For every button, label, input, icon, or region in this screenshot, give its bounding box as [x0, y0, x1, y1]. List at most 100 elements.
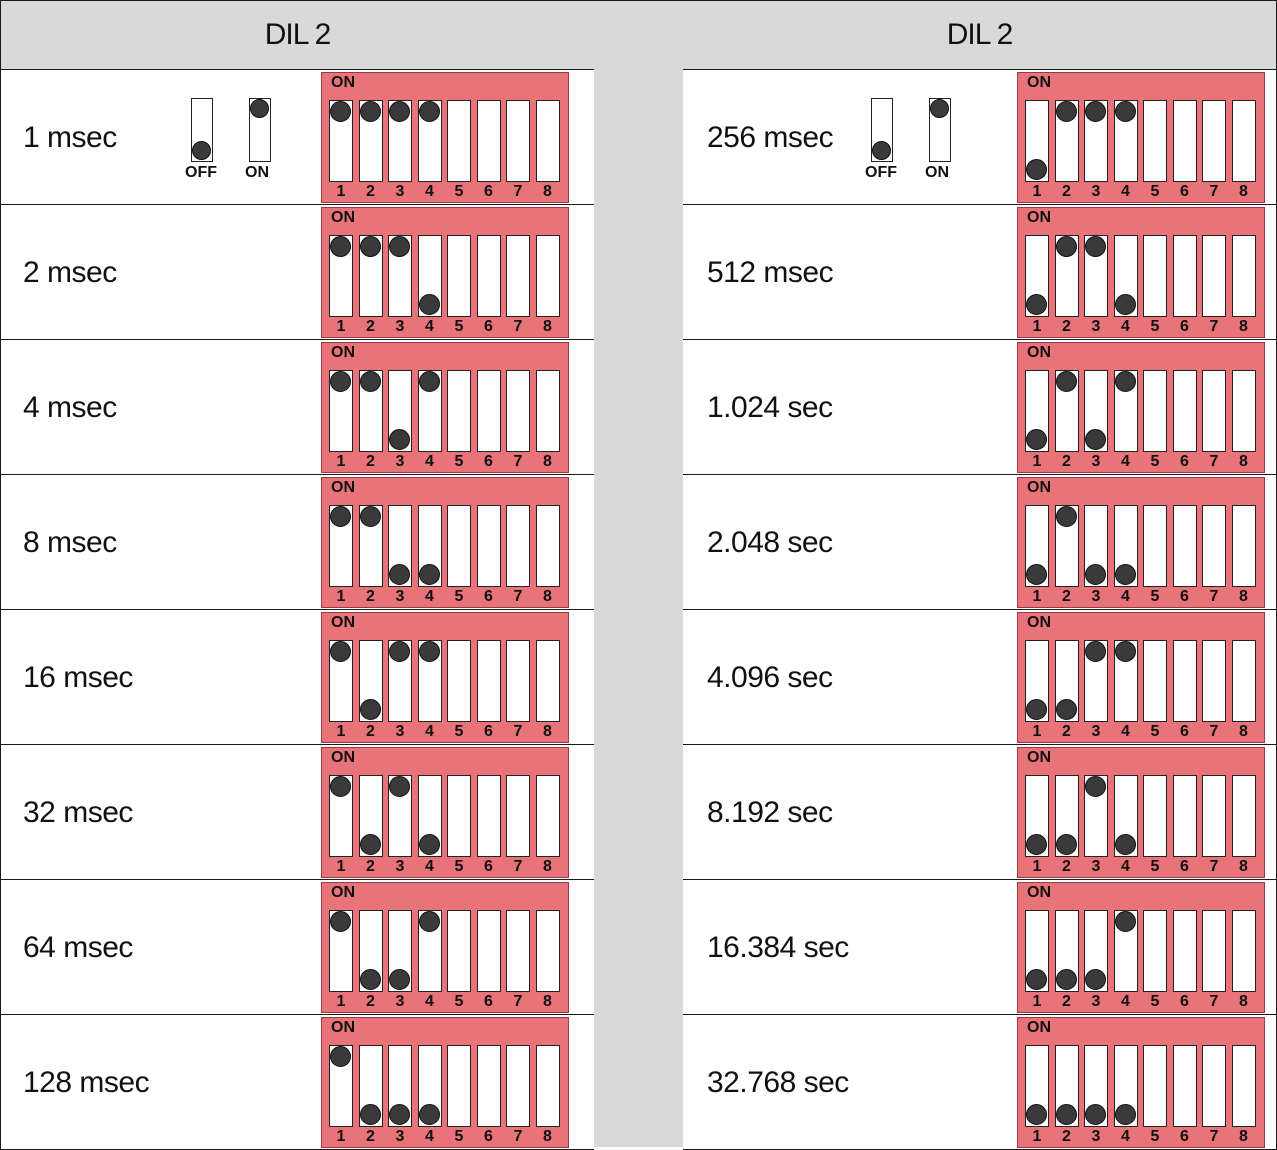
dip-switch-number: 4	[1121, 723, 1130, 740]
dip-switch-number: 1	[1032, 1128, 1042, 1145]
dip-switch-block: ON 1 2 3 4 5 6 7 8	[321, 1017, 569, 1148]
switch-knob-off	[359, 969, 381, 990]
time-value-label: 16 msec	[23, 660, 133, 694]
dip-switch-6	[1172, 235, 1197, 317]
dip-switch-number: 6	[1180, 588, 1189, 605]
dip-on-label: ON	[331, 74, 355, 91]
dip-switch-7	[506, 100, 530, 182]
switch-knob-on	[330, 236, 351, 257]
center-divider	[594, 0, 683, 1147]
dip-switch-number: 3	[1091, 993, 1101, 1010]
dip-switch-1	[1025, 775, 1049, 857]
dip-switch-3	[1084, 910, 1108, 992]
dip-switch-number: 3	[1091, 588, 1101, 605]
switch-legend: OFF ON	[865, 98, 965, 181]
dip-switch-2	[1054, 100, 1079, 182]
dip-switch-number: 8	[543, 858, 552, 875]
switch-knob-on	[330, 641, 351, 662]
switch-knob-off	[1026, 1104, 1047, 1125]
dip-switch-8	[1231, 100, 1256, 182]
time-value-label: 64 msec	[23, 930, 133, 964]
dip-switch-6	[1172, 640, 1197, 722]
dip-switch-number: 7	[513, 453, 523, 470]
dip-switch-4	[417, 100, 442, 182]
dip-switch-3	[388, 1045, 412, 1127]
dip-switch-number: 2	[366, 318, 375, 335]
left-table: DIL 2 1 msec OFF ON ON 1 2 3 4 5 6 7 8 2 msec ON 1 2 3 4 5…	[0, 0, 594, 1150]
dip-switch-6	[476, 505, 501, 587]
dip-switch-8	[1231, 235, 1256, 317]
dip-switch-4	[1113, 1045, 1138, 1127]
dip-switch-number: 2	[1062, 858, 1071, 875]
dip-switch-5	[447, 370, 471, 452]
dip-switch-number: 8	[1239, 1128, 1248, 1145]
dip-switch-1	[329, 235, 353, 317]
dip-switch-7	[506, 640, 530, 722]
dip-switch-3	[1084, 100, 1108, 182]
table-row: 16.384 sec ON 1 2 3 4 5 6 7 8	[683, 880, 1277, 1015]
dip-switch-3	[1084, 235, 1108, 317]
dip-switch-block: ON 1 2 3 4 5 6 7 8	[1017, 477, 1265, 608]
dip-switch-number: 3	[1091, 1128, 1101, 1145]
switch-knob	[192, 141, 211, 160]
dip-switch-7	[506, 910, 530, 992]
dip-switch-number: 8	[543, 1128, 552, 1145]
dip-switch-6	[476, 100, 501, 182]
dip-switch-number: 8	[543, 588, 552, 605]
dip-switch-3	[388, 505, 412, 587]
switch-knob-on	[1085, 776, 1106, 797]
dip-switch-number: 5	[1150, 723, 1160, 740]
table-row: 8.192 sec ON 1 2 3 4 5 6 7 8	[683, 745, 1277, 880]
dip-switch-number: 2	[1062, 993, 1071, 1010]
dip-switch-number: 8	[543, 993, 552, 1010]
dip-switch-4	[417, 235, 442, 317]
switch-knob-on	[1055, 101, 1077, 122]
switch-knob-on	[1055, 236, 1077, 257]
time-value-label: 8 msec	[23, 525, 117, 559]
dip-switch-number: 6	[1180, 993, 1189, 1010]
dip-switch-4	[417, 370, 442, 452]
dip-switch-5	[447, 775, 471, 857]
switch-knob-off	[1085, 969, 1106, 990]
dip-switch-1	[1025, 910, 1049, 992]
dip-switch-number: 7	[513, 858, 523, 875]
table-row: 1 msec OFF ON ON 1 2 3 4 5 6 7 8	[0, 70, 594, 205]
dip-switch-1	[329, 505, 353, 587]
dip-switch-number: 2	[1062, 588, 1071, 605]
dip-switch-1	[1025, 235, 1049, 317]
dip-switch-7	[1202, 910, 1226, 992]
dip-switch-4	[417, 640, 442, 722]
table-row: 128 msec ON 1 2 3 4 5 6 7 8	[0, 1015, 594, 1150]
dip-switch-number: 7	[1209, 183, 1219, 200]
dip-switch-5	[1143, 1045, 1167, 1127]
dip-switch-5	[1143, 100, 1167, 182]
dip-switch-number: 4	[425, 453, 434, 470]
dip-switch-6	[476, 370, 501, 452]
dip-switch-number: 3	[1091, 183, 1101, 200]
switch-knob-off	[1114, 1104, 1136, 1125]
dip-switch-1	[1025, 505, 1049, 587]
switch-knob-on	[330, 371, 351, 392]
dip-switch-block: ON 1 2 3 4 5 6 7 8	[1017, 207, 1265, 338]
switch-knob-on	[330, 101, 351, 122]
dip-on-label: ON	[1027, 209, 1051, 226]
dip-on-label: ON	[1027, 479, 1051, 496]
dip-switch-8	[535, 100, 560, 182]
dip-switch-number: 5	[1150, 453, 1160, 470]
dip-switch-number: 8	[1239, 858, 1248, 875]
dip-switch-number: 5	[454, 318, 464, 335]
legend-on-switch-label: ON	[245, 164, 269, 181]
dip-switch-number: 6	[1180, 183, 1189, 200]
dip-switch-number: 4	[425, 183, 434, 200]
dip-switch-number: 5	[1150, 858, 1160, 875]
dip-switch-7	[1202, 1045, 1226, 1127]
switch-knob-on	[359, 506, 381, 527]
dip-switch-1	[1025, 1045, 1049, 1127]
dip-switch-number: 1	[336, 453, 346, 470]
dip-switch-6	[1172, 1045, 1197, 1127]
dip-switch-1	[329, 910, 353, 992]
time-value-label: 128 msec	[23, 1065, 150, 1099]
dip-switch-number: 2	[1062, 723, 1071, 740]
dip-switch-7	[506, 775, 530, 857]
table-row: 4.096 sec ON 1 2 3 4 5 6 7 8	[683, 610, 1277, 745]
